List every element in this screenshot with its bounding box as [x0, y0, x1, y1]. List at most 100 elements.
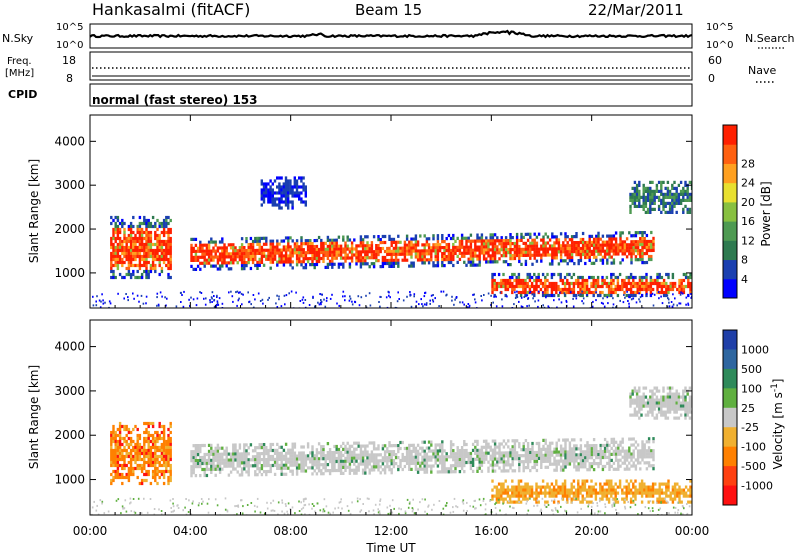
heatmap-cell: [154, 442, 157, 447]
heatmap-cell: [522, 281, 525, 286]
heatmap-cell: [112, 251, 115, 256]
heatmap-cell: [348, 459, 352, 463]
heatmap-cell: [256, 455, 259, 459]
heatmap-cell: [322, 259, 325, 263]
heatmap-cell: [392, 249, 396, 253]
heatmap-cell: [254, 473, 257, 477]
heatmap-cell: [136, 454, 139, 459]
heatmap-cell: [465, 451, 468, 456]
heatmap-cell: [524, 454, 528, 458]
heatmap-cell: [526, 272, 529, 277]
heatmap-cell: [423, 464, 426, 468]
heatmap-cell: [655, 195, 659, 199]
heatmap-cell: [190, 456, 193, 460]
heatmap-cell: [614, 243, 618, 247]
heatmap-cell: [320, 451, 323, 455]
heatmap-cell: [636, 243, 640, 247]
heatmap-cell: [599, 246, 602, 250]
heatmap-cell: [585, 290, 589, 295]
heatmap-cell: [134, 442, 137, 447]
heatmap-cell: [641, 240, 644, 244]
heatmap-cell: [300, 466, 303, 470]
heatmap-cell: [513, 253, 517, 258]
heatmap-cell: [656, 275, 659, 280]
heatmap-cell: [537, 250, 541, 254]
heatmap-cell: [359, 259, 363, 263]
heatmap-cell: [603, 278, 606, 283]
heatmap-cell: [284, 176, 288, 180]
heatmap-cell: [317, 259, 321, 264]
heatmap-cell: [167, 242, 170, 247]
heatmap-cell: [262, 200, 266, 204]
heatmap-cell: [441, 446, 444, 450]
heatmap-cell: [169, 421, 172, 426]
heatmap-cell: [267, 451, 270, 456]
heatmap-cell: [359, 256, 363, 260]
heatmap-cell: [326, 250, 330, 254]
heatmap-cell: [482, 248, 486, 252]
heatmap-cell: [165, 442, 168, 447]
heatmap-cell: [355, 247, 358, 251]
heatmap-cell: [447, 257, 451, 262]
heatmap-cell: [606, 443, 609, 447]
heatmap-cell: [282, 257, 286, 261]
heatmap-cell: [405, 458, 409, 462]
heatmap-cell: [548, 306, 550, 308]
heatmap-cell: [570, 290, 573, 295]
heatmap-cell: [460, 449, 464, 453]
heatmap-cell: [337, 265, 341, 269]
heatmap-cell: [364, 247, 367, 251]
heatmap-cell: [682, 210, 685, 214]
heatmap-cell: [125, 463, 128, 468]
heatmap-cell: [550, 287, 554, 292]
heatmap-cell: [145, 224, 148, 229]
heatmap-cell: [149, 433, 153, 438]
heatmap-cell: [511, 242, 514, 246]
heatmap-cell: [533, 284, 536, 289]
heatmap-cell: [118, 239, 122, 244]
heatmap-cell: [480, 451, 484, 455]
heatmap-cell: [331, 253, 334, 257]
heatmap-cell: [123, 463, 126, 468]
heatmap-cell: [302, 266, 305, 270]
heatmap-cell: [487, 248, 490, 252]
heatmap-cell: [537, 456, 541, 460]
heatmap-cell: [639, 237, 642, 241]
heatmap-cell: [298, 254, 301, 258]
heatmap-cell: [460, 461, 464, 465]
heatmap-cell: [493, 287, 496, 292]
heatmap-cell: [634, 258, 638, 262]
heatmap-cell: [502, 439, 506, 443]
heatmap-cell: [425, 249, 429, 253]
heatmap-cell: [284, 248, 288, 252]
heatmap-cell: [436, 464, 440, 468]
heatmap-cell: [276, 251, 279, 255]
heatmap-cell: [328, 451, 332, 455]
heatmap-cell: [592, 459, 596, 463]
heatmap-cell: [682, 272, 686, 277]
heatmap-cell: [623, 290, 626, 295]
heatmap-cell: [566, 253, 569, 257]
heatmap-cell: [438, 443, 442, 447]
heatmap-cell: [568, 250, 572, 254]
heatmap-cell: [634, 231, 638, 235]
heatmap-cell: [671, 275, 675, 280]
heatmap-cell: [667, 275, 670, 280]
heatmap-cell: [326, 262, 330, 266]
heatmap-cell: [553, 447, 556, 451]
heatmap-cell: [154, 445, 157, 450]
heatmap-cell: [218, 458, 222, 462]
heatmap-cell: [169, 239, 172, 244]
heatmap-cell: [280, 257, 283, 261]
heatmap-cell: [295, 254, 299, 258]
heatmap-cell: [412, 443, 415, 447]
heatmap-cell: [149, 263, 153, 268]
heatmap-cell: [542, 438, 545, 442]
heatmap-cell: [346, 244, 349, 248]
heatmap-cell: [114, 230, 117, 235]
heatmap-cell: [673, 201, 676, 205]
heatmap-cell: [293, 442, 297, 446]
heatmap-cell: [138, 260, 142, 265]
heatmap-cell: [282, 200, 285, 204]
heatmap-cell: [582, 302, 585, 305]
